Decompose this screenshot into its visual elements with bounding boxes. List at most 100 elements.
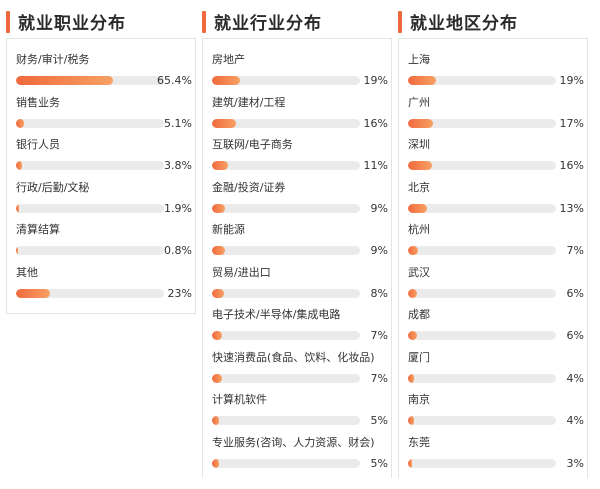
progress-fill bbox=[408, 76, 437, 85]
item-label: 行政/后勤/文秘 bbox=[16, 180, 90, 194]
item-label: 武汉 bbox=[408, 265, 430, 279]
distribution-item: 成都 6% bbox=[408, 304, 587, 347]
occupation-column: 就业职业分布 财务/审计/税务 65.4% 销售业务 5.1% 银行人员 3.8% 行政/后… bbox=[6, 0, 196, 314]
distribution-item: 其他 23% bbox=[16, 262, 195, 305]
item-label: 成都 bbox=[408, 308, 430, 321]
item-label: 快速消费品(食品、饮料、化妆品) bbox=[212, 350, 375, 364]
distribution-item: 互联网/电子商务 11% bbox=[212, 134, 391, 177]
distribution-item: 财务/审计/税务 65.4% bbox=[16, 49, 195, 92]
progress-fill bbox=[212, 246, 226, 255]
progress-track bbox=[16, 203, 164, 213]
progress-fill bbox=[16, 288, 51, 298]
item-value: 19% bbox=[559, 74, 584, 87]
item-label: 电子技术/半导体/集成电路 bbox=[212, 308, 341, 321]
item-label: 东莞 bbox=[408, 435, 430, 449]
progress-track bbox=[16, 246, 164, 255]
progress-fill bbox=[408, 203, 428, 213]
progress-fill bbox=[408, 416, 414, 425]
progress-fill bbox=[408, 458, 413, 468]
item-label: 其他 bbox=[16, 265, 38, 279]
progress-fill bbox=[212, 76, 241, 85]
progress-fill bbox=[212, 416, 220, 425]
progress-track bbox=[408, 246, 556, 255]
progress-track bbox=[408, 331, 556, 340]
progress-track bbox=[212, 118, 360, 128]
progress-track bbox=[408, 203, 556, 213]
progress-fill bbox=[212, 118, 236, 128]
item-label: 计算机软件 bbox=[212, 393, 267, 406]
item-label: 金融/投资/证券 bbox=[212, 180, 286, 194]
distribution-item: 厦门 4% bbox=[408, 347, 587, 390]
distribution-item: 东莞 3% bbox=[408, 432, 587, 475]
item-label: 广州 bbox=[408, 95, 430, 109]
item-label: 厦门 bbox=[408, 350, 430, 364]
item-value: 19% bbox=[363, 74, 388, 87]
distribution-item: 杭州 7% bbox=[408, 219, 587, 262]
item-label: 杭州 bbox=[408, 223, 430, 236]
item-value: 9% bbox=[370, 244, 388, 257]
progress-fill bbox=[16, 246, 18, 255]
item-value: 16% bbox=[363, 116, 388, 130]
header-accent-bar bbox=[6, 11, 10, 33]
progress-track bbox=[212, 161, 360, 170]
item-value: 5% bbox=[370, 456, 388, 470]
progress-track bbox=[408, 118, 556, 128]
item-label: 专业服务(咨询、人力资源、财会) bbox=[212, 435, 375, 449]
item-value: 6% bbox=[566, 329, 584, 342]
distribution-item: 行政/后勤/文秘 1.9% bbox=[16, 177, 195, 220]
distribution-item: 电子技术/半导体/集成电路 7% bbox=[212, 304, 391, 347]
item-value: 17% bbox=[559, 116, 584, 130]
item-label: 新能源 bbox=[212, 223, 245, 236]
distribution-item: 金融/投资/证券 9% bbox=[212, 177, 391, 220]
item-label: 南京 bbox=[408, 393, 430, 406]
progress-track bbox=[212, 288, 360, 298]
progress-track bbox=[212, 246, 360, 255]
progress-track bbox=[16, 161, 164, 170]
progress-track bbox=[212, 76, 360, 85]
progress-track bbox=[408, 373, 556, 383]
progress-fill bbox=[212, 288, 224, 298]
region-panel: 上海 19% 广州 17% 深圳 16% 北京 13% 杭州 7% 武汉 6% 成都 6% 厦门 4% 南京 4%… bbox=[398, 38, 588, 478]
occupation-panel: 财务/审计/税务 65.4% 销售业务 5.1% 银行人员 3.8% 行政/后勤/文秘 1.9… bbox=[6, 38, 196, 314]
distribution-item: 南京 4% bbox=[408, 389, 587, 432]
progress-fill bbox=[408, 118, 434, 128]
item-value: 1.9% bbox=[164, 201, 192, 215]
item-value: 4% bbox=[566, 414, 584, 427]
item-label: 上海 bbox=[408, 53, 430, 66]
item-label: 深圳 bbox=[408, 138, 430, 151]
item-value: 65.4% bbox=[157, 74, 192, 87]
item-value: 23% bbox=[167, 286, 192, 300]
item-label: 银行人员 bbox=[16, 138, 60, 151]
distribution-item: 贸易/进出口 8% bbox=[212, 262, 391, 305]
progress-fill bbox=[212, 373, 223, 383]
progress-fill bbox=[212, 161, 229, 170]
item-value: 3.8% bbox=[164, 159, 192, 172]
progress-track bbox=[408, 161, 556, 170]
progress-fill bbox=[408, 373, 414, 383]
occupation-header: 就业职业分布 bbox=[6, 0, 196, 38]
item-value: 3% bbox=[566, 456, 584, 470]
header-accent-bar bbox=[202, 11, 206, 33]
progress-fill bbox=[408, 331, 417, 340]
distribution-item: 新能源 9% bbox=[212, 219, 391, 262]
distribution-item: 快速消费品(食品、饮料、化妆品) 7% bbox=[212, 347, 391, 390]
item-value: 4% bbox=[566, 371, 584, 385]
distribution-item: 银行人员 3.8% bbox=[16, 134, 195, 177]
item-value: 5% bbox=[370, 414, 388, 427]
item-value: 5.1% bbox=[164, 116, 192, 130]
item-value: 7% bbox=[370, 329, 388, 342]
item-label: 贸易/进出口 bbox=[212, 265, 271, 279]
progress-fill bbox=[16, 161, 22, 170]
industry-title: 就业行业分布 bbox=[214, 14, 322, 34]
item-label: 互联网/电子商务 bbox=[212, 138, 293, 151]
progress-track bbox=[212, 331, 360, 340]
item-value: 16% bbox=[559, 159, 584, 172]
progress-track bbox=[16, 76, 164, 85]
progress-track bbox=[212, 203, 360, 213]
progress-fill bbox=[408, 288, 417, 298]
progress-track bbox=[212, 416, 360, 425]
item-value: 13% bbox=[559, 201, 584, 215]
item-label: 财务/审计/税务 bbox=[16, 53, 90, 66]
item-value: 8% bbox=[370, 286, 388, 300]
distribution-item: 专业服务(咨询、人力资源、财会) 5% bbox=[212, 432, 391, 475]
